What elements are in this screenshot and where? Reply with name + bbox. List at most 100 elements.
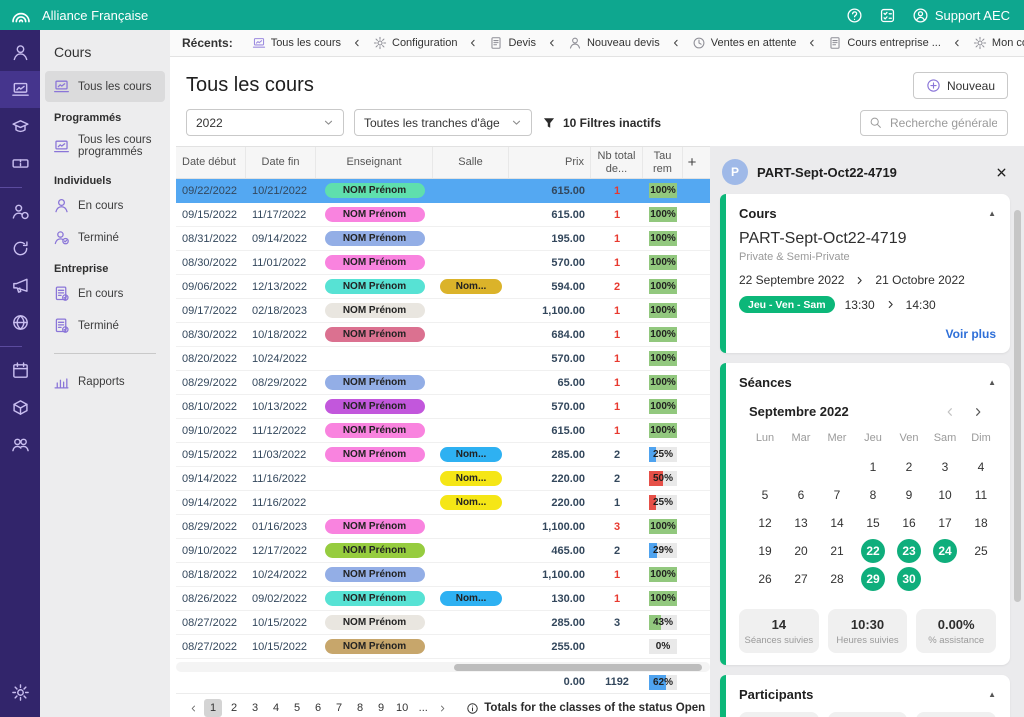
table-row[interactable]: 09/22/2022 10/21/2022 NOM Prénom 615.00 1 100… [176, 179, 710, 204]
help-icon[interactable] [846, 7, 863, 24]
horizontal-scrollbar-thumb[interactable] [454, 664, 702, 672]
day-19[interactable]: 19 [758, 544, 772, 558]
calendar-day[interactable]: 27 [783, 565, 819, 593]
calendar-day[interactable]: 21 [819, 537, 855, 565]
column-header-add[interactable]: + [687, 154, 697, 172]
panel-scrollbar-thumb[interactable] [1014, 210, 1021, 602]
support-menu[interactable]: Support AEC [912, 7, 1010, 24]
day-12[interactable]: 12 [758, 516, 772, 530]
day-1[interactable]: 1 [869, 460, 877, 474]
rail-item-globe[interactable] [0, 304, 40, 341]
day-29[interactable]: 29 [861, 567, 885, 591]
sidebar-item-tous-les-cours[interactable]: Tous les cours [45, 71, 165, 102]
day-5[interactable]: 5 [761, 488, 769, 502]
calendar-day[interactable]: 13 [783, 509, 819, 537]
table-row[interactable]: 08/27/2022 10/15/2022 NOM Prénom 255.00 0% [176, 635, 710, 660]
calendar-day[interactable]: 24 [927, 537, 963, 565]
collapse-caret-icon[interactable]: ▲ [988, 378, 996, 387]
sidebar-item-termin[interactable]: Terminé [45, 222, 165, 253]
page-number-...[interactable]: ... [418, 702, 428, 714]
global-search[interactable] [860, 109, 1008, 136]
table-row[interactable]: 08/26/2022 09/02/2022 NOM Prénom Nom... 130.… [176, 587, 710, 612]
table-row[interactable]: 08/29/2022 01/16/2023 NOM Prénom 1,100.00 3 1… [176, 515, 710, 540]
day-27[interactable]: 27 [794, 572, 808, 586]
calendar-day[interactable]: 30 [891, 565, 927, 593]
recent-tab-configuration[interactable]: Configuration [364, 36, 466, 50]
rail-item-user-coin[interactable] [0, 193, 40, 230]
rail-item-gear[interactable] [0, 674, 40, 711]
day-9[interactable]: 9 [905, 488, 913, 502]
age-filter-select[interactable]: Toutes les tranches d'âge [354, 109, 532, 136]
day-3[interactable]: 3 [941, 460, 949, 474]
calendar-day[interactable]: 11 [963, 481, 999, 509]
page-number-4[interactable]: 4 [272, 702, 280, 714]
recent-tab-nouveau-devis[interactable]: Nouveau devis [559, 36, 669, 50]
page-number-6[interactable]: 6 [314, 702, 322, 714]
day-21[interactable]: 21 [830, 544, 844, 558]
sidebar-item-termin[interactable]: Terminé [45, 310, 165, 341]
rail-item-graduation[interactable] [0, 108, 40, 145]
rail-item-user[interactable] [0, 34, 40, 71]
table-row[interactable]: 08/27/2022 10/15/2022 NOM Prénom 285.00 3 43% [176, 611, 710, 636]
calendar-day[interactable]: 10 [927, 481, 963, 509]
calendar-day[interactable]: 6 [783, 481, 819, 509]
calendar-day[interactable]: 12 [747, 509, 783, 537]
table-row[interactable]: 08/10/2022 10/13/2022 NOM Prénom 570.00 1 100… [176, 395, 710, 420]
day-10[interactable]: 10 [938, 488, 952, 502]
day-30[interactable]: 30 [897, 567, 921, 591]
table-row[interactable]: 08/31/2022 09/14/2022 NOM Prénom 195.00 1 100… [176, 227, 710, 252]
table-row[interactable]: 09/15/2022 11/17/2022 NOM Prénom 615.00 1 100… [176, 203, 710, 228]
page-number-8[interactable]: 8 [356, 702, 364, 714]
inactive-filters-button[interactable]: 10 Filtres inactifs [542, 116, 661, 130]
table-row[interactable]: 09/10/2022 11/12/2022 NOM Prénom 615.00 1 100… [176, 419, 710, 444]
recent-tab-devis[interactable]: Devis [480, 36, 545, 50]
day-26[interactable]: 26 [758, 572, 772, 586]
day-18[interactable]: 18 [974, 516, 988, 530]
rail-item-box-gear[interactable] [0, 389, 40, 426]
table-row[interactable]: 09/15/2022 11/03/2022 NOM Prénom Nom... 285.… [176, 443, 710, 468]
page-number-1[interactable]: 1 [204, 699, 222, 717]
pagination-prev-icon[interactable] [186, 704, 201, 713]
rail-item-courses[interactable] [0, 71, 40, 108]
day-8[interactable]: 8 [869, 488, 877, 502]
calendar-day[interactable]: 26 [747, 565, 783, 593]
search-input[interactable] [888, 114, 999, 131]
calendar-day[interactable]: 20 [783, 537, 819, 565]
table-row[interactable]: 09/17/2022 02/18/2023 NOM Prénom 1,100.00 1 1… [176, 299, 710, 324]
table-row[interactable]: 08/30/2022 10/18/2022 NOM Prénom 684.00 1 100… [176, 323, 710, 348]
calendar-day[interactable]: 7 [819, 481, 855, 509]
calendar-day[interactable]: 3 [927, 453, 963, 481]
rail-item-megaphone[interactable] [0, 267, 40, 304]
day-16[interactable]: 16 [902, 516, 916, 530]
day-25[interactable]: 25 [974, 544, 988, 558]
table-row[interactable]: 08/30/2022 11/01/2022 NOM Prénom 570.00 1 100… [176, 251, 710, 276]
day-14[interactable]: 14 [830, 516, 844, 530]
day-7[interactable]: 7 [833, 488, 841, 502]
new-button[interactable]: Nouveau [912, 72, 1008, 99]
table-row[interactable]: 09/14/2022 11/16/2022 Nom... 220.00 2 50% [176, 467, 710, 492]
table-row[interactable]: 09/06/2022 12/13/2022 NOM Prénom Nom... 594.… [176, 275, 710, 300]
page-number-7[interactable]: 7 [335, 702, 343, 714]
calendar-day[interactable]: 1 [855, 453, 891, 481]
calendar-day[interactable]: 16 [891, 509, 927, 537]
year-filter-select[interactable]: 2022 [186, 109, 344, 136]
page-number-3[interactable]: 3 [251, 702, 259, 714]
day-24[interactable]: 24 [933, 539, 957, 563]
calendar-day[interactable]: 15 [855, 509, 891, 537]
collapse-caret-icon[interactable]: ▲ [988, 690, 996, 699]
calendar-next-icon[interactable] [972, 406, 984, 418]
calendar-day[interactable]: 18 [963, 509, 999, 537]
day-11[interactable]: 11 [974, 488, 988, 502]
calendar-day[interactable]: 23 [891, 537, 927, 565]
page-number-9[interactable]: 9 [377, 702, 385, 714]
collapse-caret-icon[interactable]: ▲ [988, 209, 996, 218]
day-15[interactable]: 15 [866, 516, 880, 530]
sidebar-item-tous-les-cours-programm-s[interactable]: Tous les cours programmés [45, 127, 165, 165]
page-number-5[interactable]: 5 [293, 702, 301, 714]
day-6[interactable]: 6 [797, 488, 805, 502]
table-row[interactable]: 08/29/2022 08/29/2022 NOM Prénom 65.00 1 100% [176, 371, 710, 396]
sidebar-item-en-cours[interactable]: En cours [45, 278, 165, 309]
rail-item-money-refresh[interactable] [0, 230, 40, 267]
day-22[interactable]: 22 [861, 539, 885, 563]
day-4[interactable]: 4 [977, 460, 985, 474]
